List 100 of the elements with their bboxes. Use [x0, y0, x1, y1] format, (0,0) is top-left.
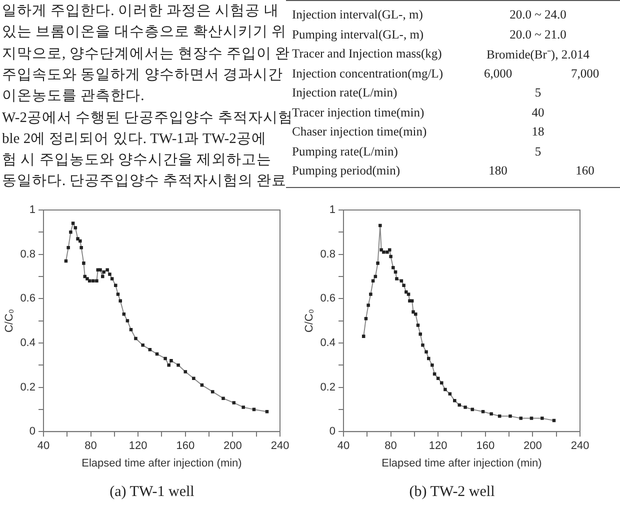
x-tick-label: 80	[84, 440, 97, 452]
point	[392, 266, 395, 270]
point	[416, 324, 420, 327]
point	[108, 272, 112, 276]
point	[364, 316, 368, 320]
text: Injection concentration(mg/L) 6,000 7,000	[292, 66, 600, 80]
point	[71, 222, 75, 225]
point	[69, 230, 72, 234]
y-tick-label: 0.6	[20, 292, 36, 305]
point	[134, 336, 138, 340]
text: 일하게 주입한다. 이러한 과정은 시험공 내	[2, 2, 279, 20]
point	[453, 398, 456, 402]
x-tick-label: 200	[524, 440, 542, 452]
point	[88, 279, 92, 283]
x-tick-label: 120	[428, 440, 448, 452]
point	[386, 250, 389, 254]
text: Pumping interval(GL-, m) 20.0 ~ 21.0	[292, 27, 566, 41]
point	[380, 248, 383, 252]
y-tick-label: 0.4	[320, 336, 336, 349]
text: Chaser injection time(min) 18	[292, 124, 544, 138]
point	[366, 304, 370, 307]
y-tick-label: 0.8	[20, 248, 36, 260]
point	[412, 310, 415, 314]
point	[102, 270, 106, 274]
point	[192, 376, 196, 380]
point	[92, 279, 95, 283]
point	[388, 248, 392, 252]
point	[432, 372, 436, 376]
point	[164, 356, 167, 360]
y-tick-label: 0.4	[20, 336, 36, 349]
point	[126, 319, 130, 322]
x-tick-label: 240	[570, 440, 590, 452]
y-tick-label: 0.2	[20, 381, 36, 394]
point	[155, 352, 159, 356]
point	[362, 334, 366, 338]
point	[395, 277, 398, 280]
point	[378, 224, 382, 228]
point	[464, 406, 467, 409]
point	[369, 292, 372, 296]
point	[470, 408, 474, 412]
point	[440, 381, 444, 384]
point	[141, 344, 144, 347]
text: 지막으로, 양수단계에서는 현장수 주입이 완	[2, 44, 290, 63]
point	[458, 403, 462, 407]
text: Pumping period(min) 180 160	[292, 164, 594, 178]
text: 동일하다. 단공주입양수 추적자시험의 완료	[2, 172, 286, 190]
point	[552, 418, 556, 422]
point	[400, 279, 404, 283]
point	[519, 416, 523, 420]
y-axis-title: C/C₀	[4, 309, 16, 333]
text: 주입속도와 동일하게 양수하면서 경과시간	[2, 66, 283, 84]
x-axis-title: Elapsed time after injection (min)	[382, 457, 542, 470]
text: (b) TW-2 well	[409, 484, 495, 501]
point	[64, 259, 68, 263]
x-tick-label: 240	[270, 440, 290, 452]
point	[184, 370, 188, 374]
point	[83, 274, 87, 278]
point	[118, 299, 122, 302]
text: Injection interval(GL-, m) 20.0 ~ 24.0	[292, 8, 566, 22]
y-tick-label: 1	[329, 204, 336, 216]
point	[404, 290, 408, 294]
y-axis-title: C/C₀	[304, 309, 316, 333]
point	[170, 359, 173, 362]
point	[427, 356, 430, 360]
point	[421, 344, 424, 347]
point	[66, 246, 70, 250]
point	[408, 299, 412, 302]
text: Injection rate(L/min) 5	[292, 86, 542, 100]
y-tick-label: 0.6	[320, 292, 336, 305]
point	[508, 414, 512, 418]
y-tick-label: 1	[29, 204, 36, 216]
point	[210, 390, 214, 394]
point	[265, 410, 269, 414]
point	[80, 246, 83, 250]
text: ble 2에 정리되어 있다. TW-1과 TW-2공에	[2, 130, 266, 148]
point	[100, 274, 104, 278]
point	[200, 383, 204, 387]
point	[376, 262, 380, 265]
point	[95, 279, 98, 283]
point	[530, 416, 534, 420]
point	[418, 332, 422, 336]
point	[448, 392, 452, 396]
point	[410, 299, 414, 302]
point	[98, 268, 102, 272]
point	[110, 277, 114, 280]
y-tick-label: 0.2	[320, 381, 336, 394]
x-tick-label: 160	[476, 440, 495, 452]
point	[116, 292, 120, 296]
point	[389, 254, 392, 258]
y-tick-label: 0.8	[320, 248, 336, 260]
text: (a) TW-1 well	[110, 484, 194, 501]
point	[167, 363, 170, 367]
point	[78, 239, 82, 243]
point	[498, 414, 502, 418]
point	[481, 410, 485, 414]
point	[436, 376, 440, 380]
x-tick-label: 40	[37, 440, 50, 452]
point	[406, 292, 410, 296]
text: Tracer injection time(min) 40	[292, 105, 544, 119]
point	[382, 250, 386, 254]
